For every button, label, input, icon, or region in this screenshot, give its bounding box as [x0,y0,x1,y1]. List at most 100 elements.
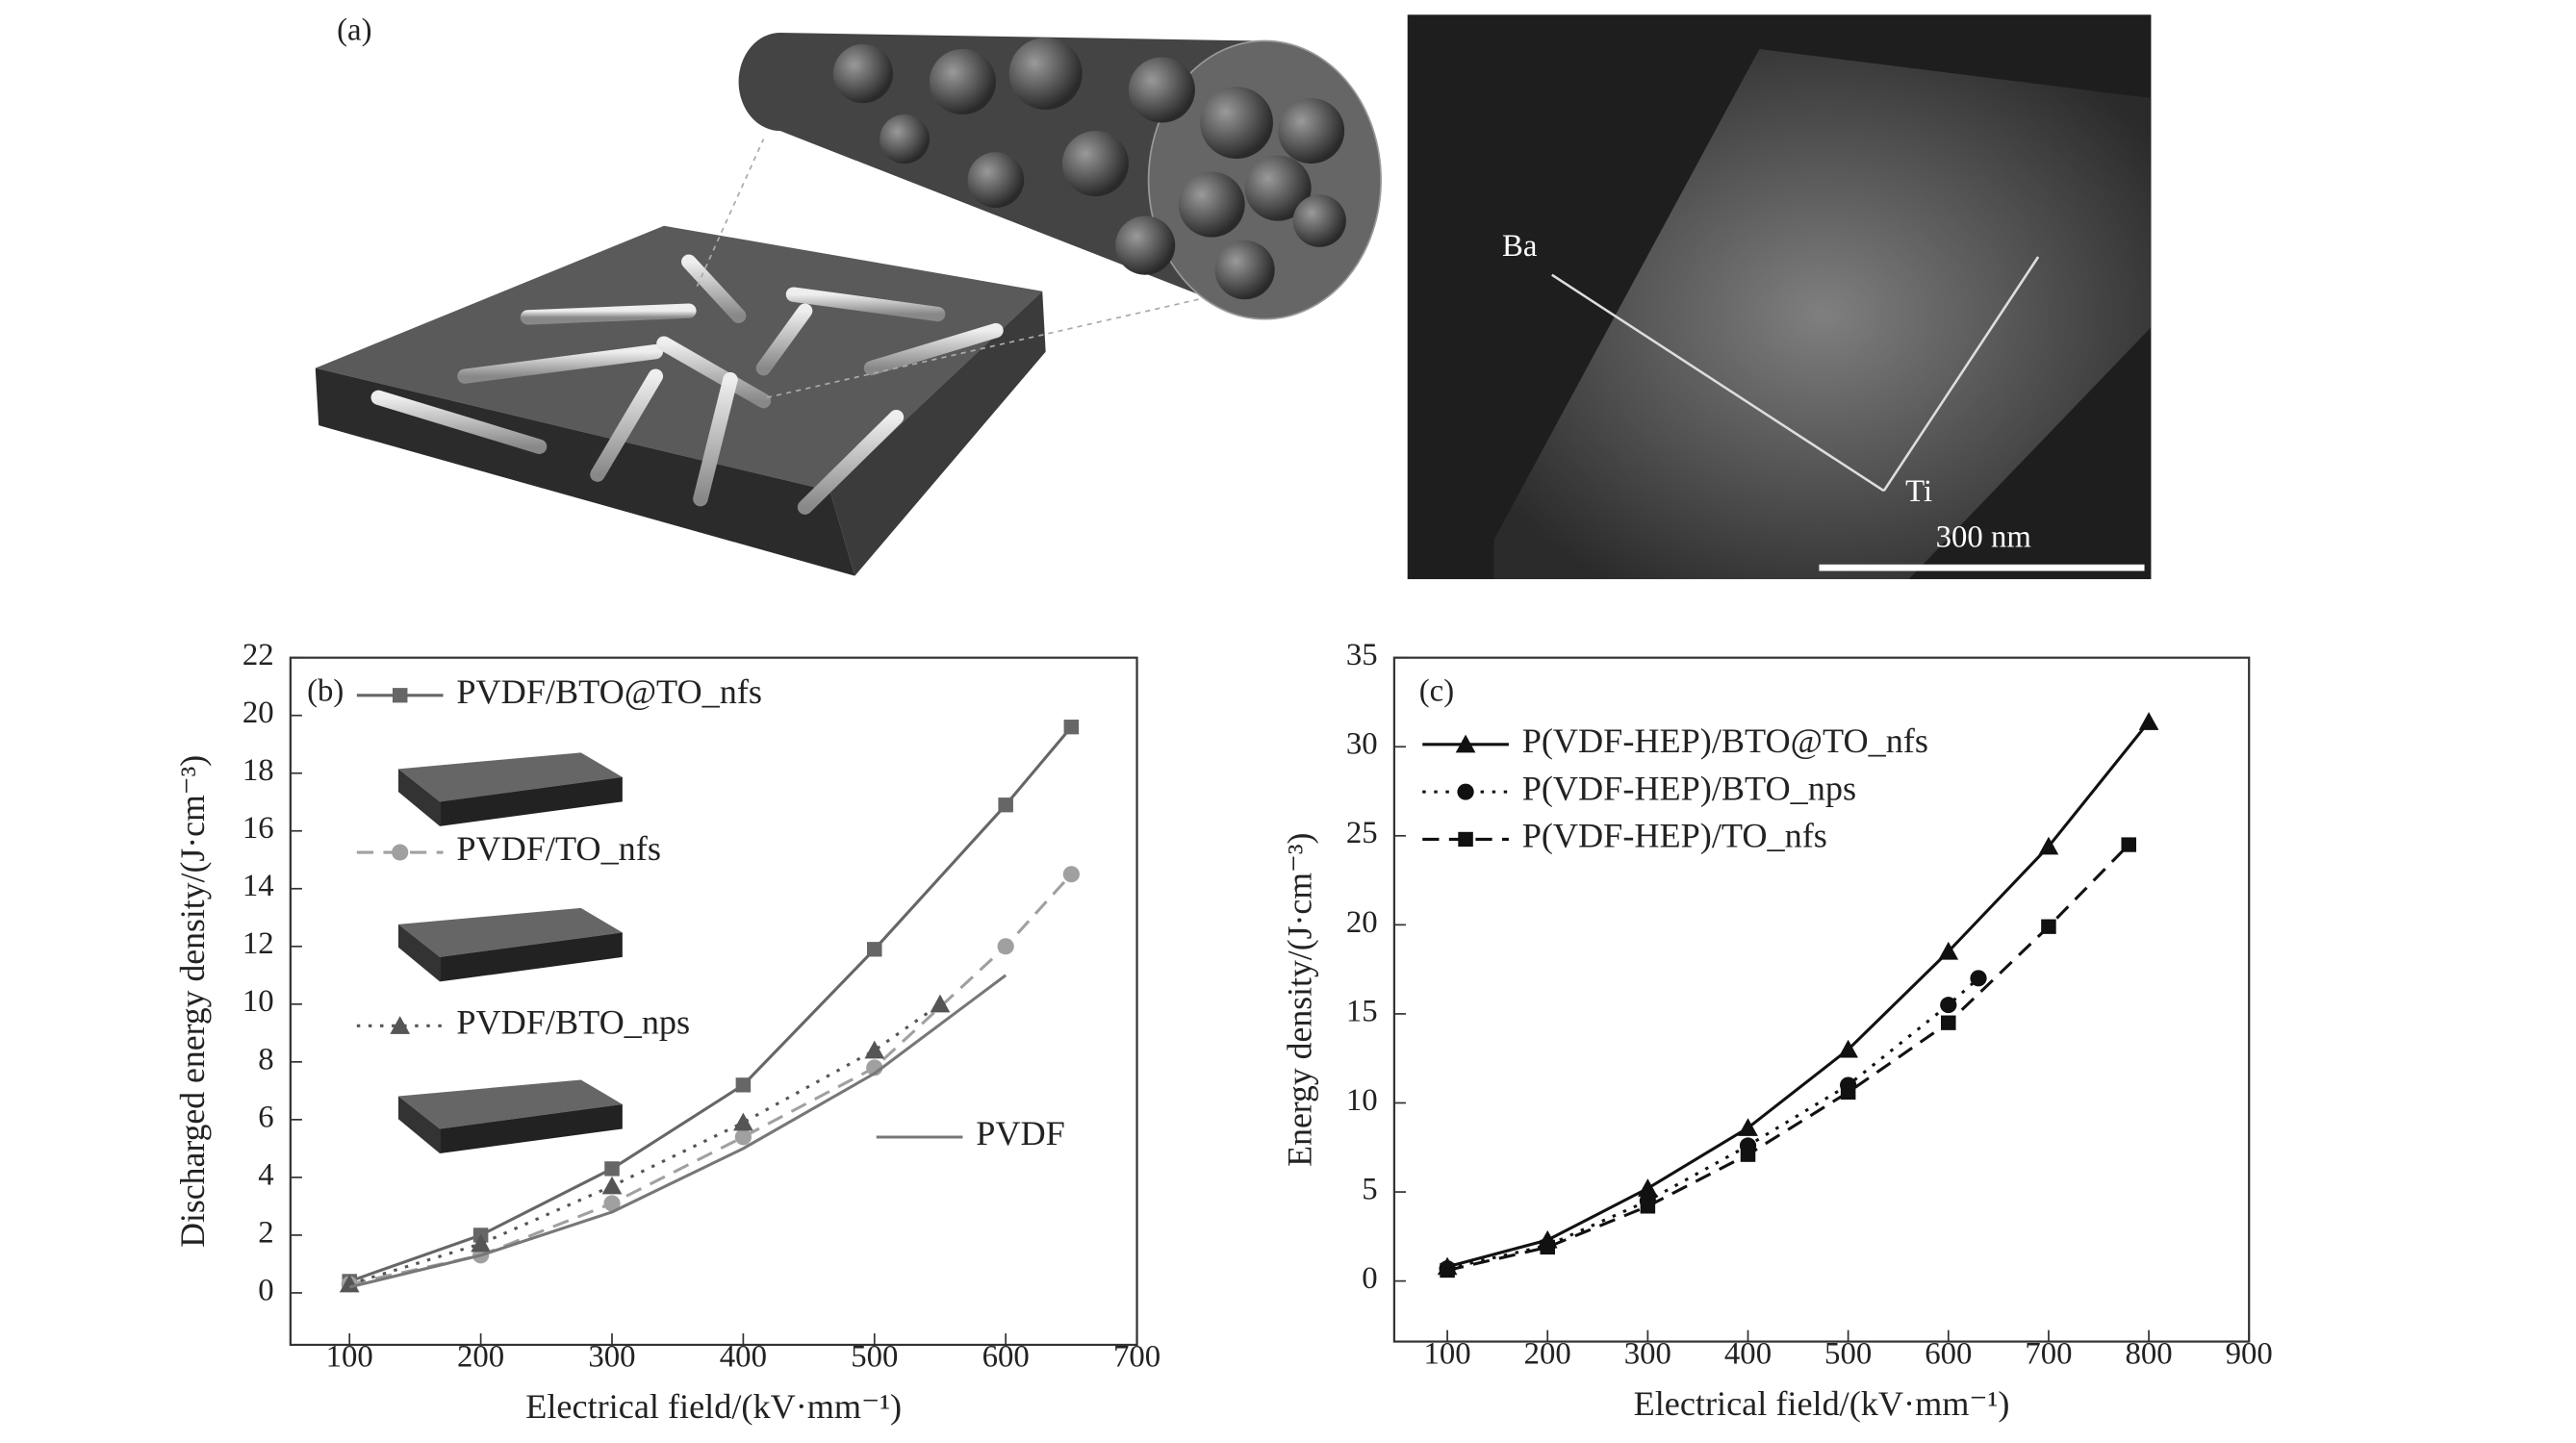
marker [1638,1178,1658,1197]
x-axis-title: Electrical field/(kV·mm⁻¹) [525,1387,902,1426]
marker [392,688,408,703]
marker [733,1112,753,1131]
legend-label: PVDF/BTO_nps [456,1003,690,1042]
marker [1941,1015,1956,1030]
y-tick-label: 15 [1346,995,1378,1029]
y-tick-label: 20 [242,696,274,730]
marker [392,844,409,861]
plot-frame [289,656,1138,1347]
marker [1440,1262,1455,1278]
legend-label: PVDF [976,1114,1065,1152]
panel-a-micrograph [1407,14,2152,580]
y-tick-label: 35 [1346,638,1378,672]
element-label: Ba [1502,229,1537,264]
y-tick-label: 14 [242,869,274,903]
marker [604,1161,620,1177]
x-tick-label: 600 [1925,1336,1972,1371]
inset-slab-side [397,1096,441,1153]
inset-slab-front [440,1103,623,1153]
marker [864,1040,885,1059]
plot-frame [1392,656,2251,1343]
y-tick-label: 16 [242,811,274,846]
marker [1838,1039,1858,1058]
x-tick-label: 300 [1624,1336,1671,1371]
marker [339,1274,360,1293]
x-axis-title: Electrical field/(kV·mm⁻¹) [1634,1384,2010,1423]
marker [867,942,882,957]
element-label: Ti [1905,474,1932,509]
marker [997,938,1014,955]
marker [734,1128,752,1146]
legend-label: P(VDF-HEP)/BTO@TO_nfs [1522,722,1928,760]
y-tick-label: 0 [258,1274,273,1308]
x-tick-label: 100 [1424,1336,1471,1371]
x-tick-label: 800 [2125,1336,2172,1371]
marker [2121,837,2136,852]
marker [2138,712,2159,730]
inset-slab-side [397,924,441,982]
inset-slab-side [397,769,441,826]
inset-slab-front [440,932,623,982]
x-tick-label: 500 [1824,1336,1872,1371]
marker [1640,1199,1656,1214]
marker [998,797,1013,813]
y-tick-label: 30 [1346,727,1378,762]
panel-label: (c) [1419,674,1454,709]
marker [601,1176,623,1195]
legend-label: P(VDF-HEP)/BTO_nps [1522,770,1856,808]
marker [1740,1147,1756,1162]
scale-bar-label: 300 nm [1936,520,2031,555]
inset-slab [397,1079,623,1129]
y-axis-title: Discharged energy density/(J·cm⁻³) [173,755,212,1248]
marker [1840,1084,1856,1101]
series-line [348,974,1007,1289]
marker [471,1233,491,1253]
marker [390,1016,411,1034]
x-tick-label: 700 [2025,1336,2072,1371]
panel-label: (a) [337,13,371,48]
y-tick-label: 2 [258,1216,273,1251]
x-tick-label: 400 [720,1340,767,1375]
legend-label: PVDF/TO_nfs [456,829,661,868]
marker [1940,997,1957,1014]
y-tick-label: 10 [242,984,274,1019]
marker [2038,836,2059,855]
x-tick-label: 500 [851,1340,898,1375]
y-tick-label: 5 [1362,1173,1377,1207]
inset-slab [397,752,623,802]
series-line [1446,721,2151,1269]
x-tick-label: 900 [2226,1336,2273,1371]
y-axis-title: Energy density/(J·cm⁻³) [1280,833,1318,1167]
marker [930,994,951,1013]
marker [735,1077,752,1093]
marker [1540,1239,1555,1255]
marker [1455,734,1476,753]
marker [1457,783,1474,800]
y-tick-label: 0 [1362,1261,1377,1296]
y-tick-label: 4 [258,1158,273,1193]
x-tick-label: 700 [1113,1340,1160,1375]
inset-slab-front [440,776,623,826]
y-tick-label: 20 [1346,905,1378,940]
y-tick-label: 12 [242,926,274,961]
y-tick-label: 8 [258,1042,273,1076]
marker [2041,919,2056,934]
x-tick-label: 300 [588,1340,635,1375]
y-tick-label: 18 [242,753,274,788]
marker [1938,941,1959,960]
series-line [1446,843,2130,1272]
marker [603,1195,621,1212]
marker [1738,1118,1758,1136]
marker [1063,720,1080,735]
inset-slab [397,907,623,957]
panel-label: (b) [307,674,344,709]
y-tick-label: 10 [1346,1083,1378,1118]
x-tick-label: 200 [1524,1336,1571,1371]
x-tick-label: 200 [457,1340,504,1375]
marker [1458,831,1473,848]
panel-a-schematic [315,33,1382,576]
legend-label: P(VDF-HEP)/TO_nfs [1522,817,1827,855]
x-tick-label: 600 [982,1340,1030,1375]
